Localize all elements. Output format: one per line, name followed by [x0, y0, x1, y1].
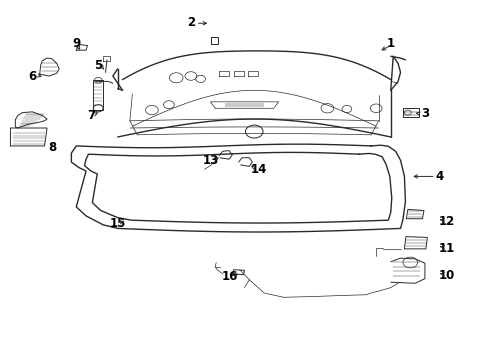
Text: 4: 4 [434, 170, 443, 183]
Text: 5: 5 [94, 59, 102, 72]
Text: 2: 2 [186, 16, 195, 29]
Text: 7: 7 [87, 109, 95, 122]
Text: 13: 13 [202, 154, 218, 167]
Text: 14: 14 [250, 163, 267, 176]
Text: 6: 6 [28, 69, 37, 82]
Text: 11: 11 [438, 242, 454, 255]
Text: 9: 9 [72, 37, 80, 50]
Text: 1: 1 [386, 37, 394, 50]
Text: 12: 12 [438, 215, 454, 228]
Text: 8: 8 [48, 141, 56, 154]
Text: 10: 10 [438, 269, 454, 282]
Text: 3: 3 [420, 107, 428, 120]
Text: 15: 15 [109, 216, 125, 230]
Text: 16: 16 [221, 270, 238, 283]
